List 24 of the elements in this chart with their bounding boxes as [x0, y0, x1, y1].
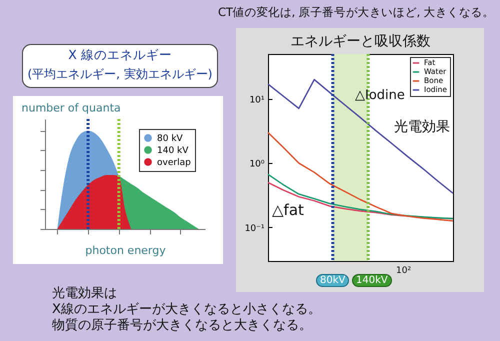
- x-axis-title: photon energy: [85, 244, 166, 257]
- text: 物質の原子番号が大きくなると大きくなる。: [52, 317, 312, 334]
- y-axis-title: number of quanta: [22, 102, 121, 114]
- line-series: [267, 174, 454, 220]
- annotation: △Iodine: [355, 88, 405, 103]
- text: (平均エネルギー, 実効エネルギー): [26, 66, 214, 83]
- chart-title: エネルギーと吸収係数: [290, 34, 430, 50]
- text: 光電効果は: [52, 285, 117, 302]
- text: X線のエネルギーが大きくなると小さくなる。: [52, 301, 321, 318]
- y-tick-label: 10⁰: [249, 160, 265, 170]
- legend-label: 140 kV: [157, 146, 190, 156]
- line-series: [267, 132, 454, 222]
- annotation: △fat: [272, 201, 304, 219]
- text: 10²: [396, 266, 412, 276]
- legend-label: 80 kV: [157, 134, 184, 144]
- text: X 線のエネルギー: [67, 47, 173, 64]
- text: 140kV: [352, 274, 392, 287]
- legend-label: overlap: [157, 158, 192, 168]
- text: CT値の変化は, 原子番号が大きいほど, 大きくなる。: [218, 5, 494, 20]
- y-tick-label: 10¹: [249, 95, 265, 106]
- text: 80kV: [316, 274, 350, 287]
- annotation: 光電効果: [394, 118, 450, 136]
- y-tick-label: 10⁻¹: [244, 224, 265, 234]
- line-series: [267, 78, 454, 194]
